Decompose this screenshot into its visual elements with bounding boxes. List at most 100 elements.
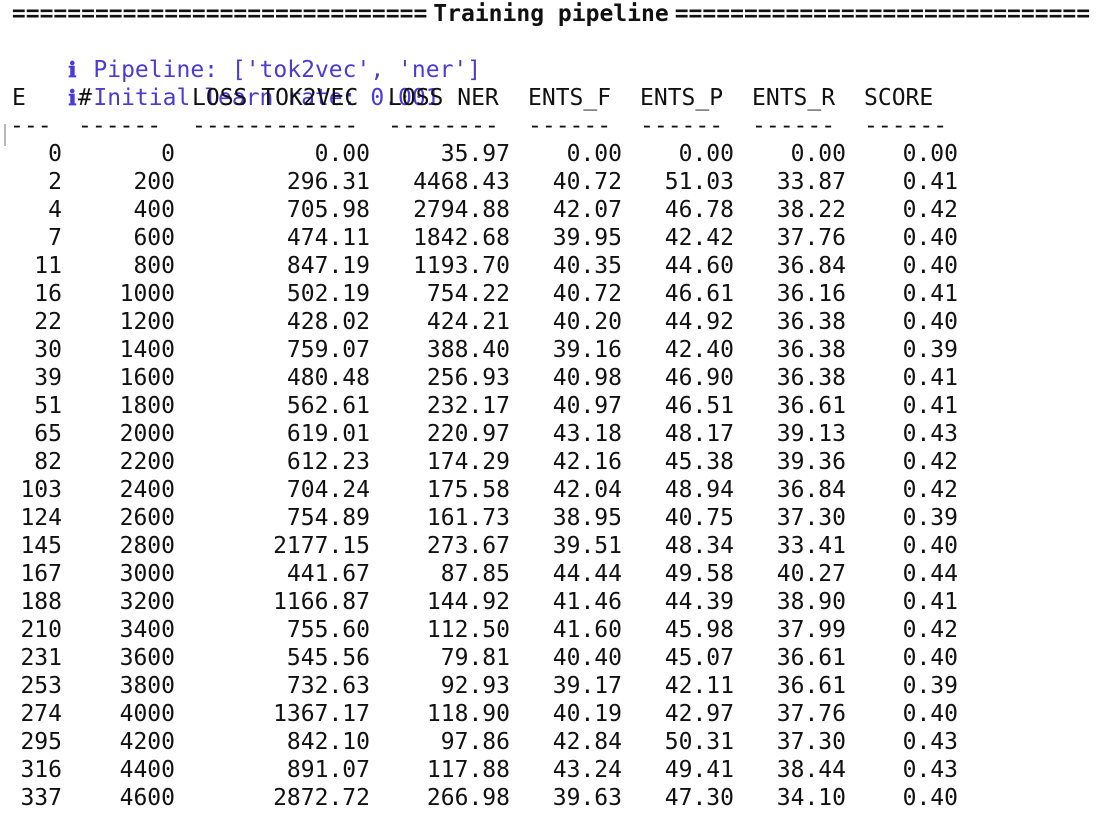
col-step: 3400 <box>119 617 175 643</box>
col-step: 2000 <box>119 421 175 447</box>
col-epoch: 11 <box>34 253 62 279</box>
col-loss-tok2vec: 704.24 <box>286 477 370 503</box>
table-row: 124 2600 754.89 161.73 38.95 40.75 37.30 0.39 <box>10 504 1112 532</box>
col-ents-p: 40.75 <box>664 505 734 531</box>
col-step: 1200 <box>119 309 175 335</box>
col-ents-f: 39.63 <box>552 785 622 811</box>
col-loss-tok2vec: 428.02 <box>286 309 370 335</box>
table-row: 4 400 705.98 2794.88 42.07 46.78 38.22 0.42 <box>10 196 1112 224</box>
col-epoch: 65 <box>34 421 62 447</box>
col-ents-p: 44.60 <box>664 253 734 279</box>
col-loss-tok2vec: 545.56 <box>286 645 370 671</box>
col-step: 4200 <box>119 729 175 755</box>
col-epoch: 4 <box>48 197 62 223</box>
col-loss-tok2vec: 0.00 <box>314 141 370 167</box>
col-score: 0.42 <box>902 477 958 503</box>
col-epoch: 7 <box>48 225 62 251</box>
col-loss-ner: 232.17 <box>426 393 510 419</box>
col-ents-r: 36.16 <box>776 281 846 307</box>
col-ents-f: 40.35 <box>552 253 622 279</box>
col-ents-r: 36.61 <box>776 645 846 671</box>
table-row: 188 3200 1166.87 144.92 41.46 44.39 38.90 0.41 <box>10 588 1112 616</box>
col-step: 4400 <box>119 757 175 783</box>
col-loss-ner: 112.50 <box>426 617 510 643</box>
table-row: 316 4400 891.07 117.88 43.24 49.41 38.44 0.43 <box>10 756 1112 784</box>
col-epoch: 124 <box>20 505 62 531</box>
col-score: 0.40 <box>902 225 958 251</box>
col-step: 2800 <box>119 533 175 559</box>
col-ents-f: 41.46 <box>552 589 622 615</box>
col-epoch: 0 <box>48 141 62 167</box>
table-row: 16 1000 502.19 754.22 40.72 46.61 36.16 0.41 <box>10 280 1112 308</box>
col-ents-r: ENTS_R <box>752 85 836 111</box>
col-ents-f: 40.97 <box>552 393 622 419</box>
col-ents-p: 44.92 <box>664 309 734 335</box>
table-row: 39 1600 480.48 256.93 40.98 46.90 36.38 0.41 <box>10 364 1112 392</box>
col-step: 3000 <box>119 561 175 587</box>
col-epoch: 145 <box>20 533 62 559</box>
col-ents-p: 49.41 <box>664 757 734 783</box>
text-cursor <box>4 124 6 146</box>
col-score: 0.43 <box>902 421 958 447</box>
table-row: 145 2800 2177.15 273.67 39.51 48.34 33.41 0.40 <box>10 532 1112 560</box>
col-step: 200 <box>133 169 175 195</box>
table-row: 274 4000 1367.17 118.90 40.19 42.97 37.76 0.40 <box>10 700 1112 728</box>
col-ents-p: ------ <box>640 113 724 139</box>
col-score: 0.41 <box>902 169 958 195</box>
table-row: 337 4600 2872.72 266.98 39.63 47.30 34.10 0.40 <box>10 784 1112 812</box>
table-row: 0 0 0.00 35.97 0.00 0.00 0.00 0.00 <box>10 140 1112 168</box>
col-loss-ner: 174.29 <box>426 449 510 475</box>
table-row: 65 2000 619.01 220.97 43.18 48.17 39.13 0.43 <box>10 420 1112 448</box>
col-score: 0.39 <box>902 505 958 531</box>
col-loss-ner: 161.73 <box>426 505 510 531</box>
col-epoch: 295 <box>20 729 62 755</box>
col-loss-tok2vec: 847.19 <box>286 253 370 279</box>
col-ents-f: ------ <box>528 113 612 139</box>
col-loss-ner: 424.21 <box>426 309 510 335</box>
info-icon: ℹ <box>68 58 77 82</box>
col-loss-ner: 117.88 <box>426 757 510 783</box>
col-score: 0.41 <box>902 393 958 419</box>
col-ents-p: 46.51 <box>664 393 734 419</box>
col-loss-ner: 118.90 <box>426 701 510 727</box>
col-loss-ner: 175.58 <box>426 477 510 503</box>
info-icon: ℹ <box>68 86 77 110</box>
col-loss-tok2vec: 842.10 <box>286 729 370 755</box>
col-loss-ner: 388.40 <box>426 337 510 363</box>
col-ents-f: 42.84 <box>552 729 622 755</box>
col-loss-tok2vec: 1166.87 <box>273 589 370 615</box>
col-ents-r: 36.38 <box>776 309 846 335</box>
banner-rule-left: ============================== <box>11 1 428 27</box>
col-loss-tok2vec: 705.98 <box>286 197 370 223</box>
info-text: Pipeline: ['tok2vec', 'ner'] <box>93 57 482 83</box>
col-ents-r: 36.84 <box>776 477 846 503</box>
col-ents-r: 36.38 <box>776 337 846 363</box>
col-loss-ner: 35.97 <box>440 141 510 167</box>
col-ents-p: 48.94 <box>664 477 734 503</box>
col-epoch: 167 <box>20 561 62 587</box>
col-epoch: 103 <box>20 477 62 503</box>
col-ents-f: 40.72 <box>552 281 622 307</box>
info-text: Initial learn rate: 0.001 <box>93 85 440 111</box>
col-loss-tok2vec: 441.67 <box>286 561 370 587</box>
col-loss-ner: 2794.88 <box>413 197 510 223</box>
col-score: 0.43 <box>902 757 958 783</box>
col-epoch: 253 <box>20 673 62 699</box>
col-step: 3200 <box>119 589 175 615</box>
col-ents-f: 43.18 <box>552 421 622 447</box>
col-epoch: 274 <box>20 701 62 727</box>
col-score: 0.40 <box>902 253 958 279</box>
col-ents-f: 43.24 <box>552 757 622 783</box>
table-row: 167 3000 441.67 87.85 44.44 49.58 40.27 0.44 <box>10 560 1112 588</box>
col-ents-p: 42.42 <box>664 225 734 251</box>
col-ents-f: 0.00 <box>566 141 622 167</box>
col-epoch: 82 <box>34 449 62 475</box>
col-ents-r: 37.76 <box>776 225 846 251</box>
col-step: 3600 <box>119 645 175 671</box>
col-ents-p: 47.30 <box>664 785 734 811</box>
col-epoch: 2 <box>48 169 62 195</box>
table-row: 103 2400 704.24 175.58 42.04 48.94 36.84 0.42 <box>10 476 1112 504</box>
col-loss-ner: 4468.43 <box>413 169 510 195</box>
col-step: 1600 <box>119 365 175 391</box>
